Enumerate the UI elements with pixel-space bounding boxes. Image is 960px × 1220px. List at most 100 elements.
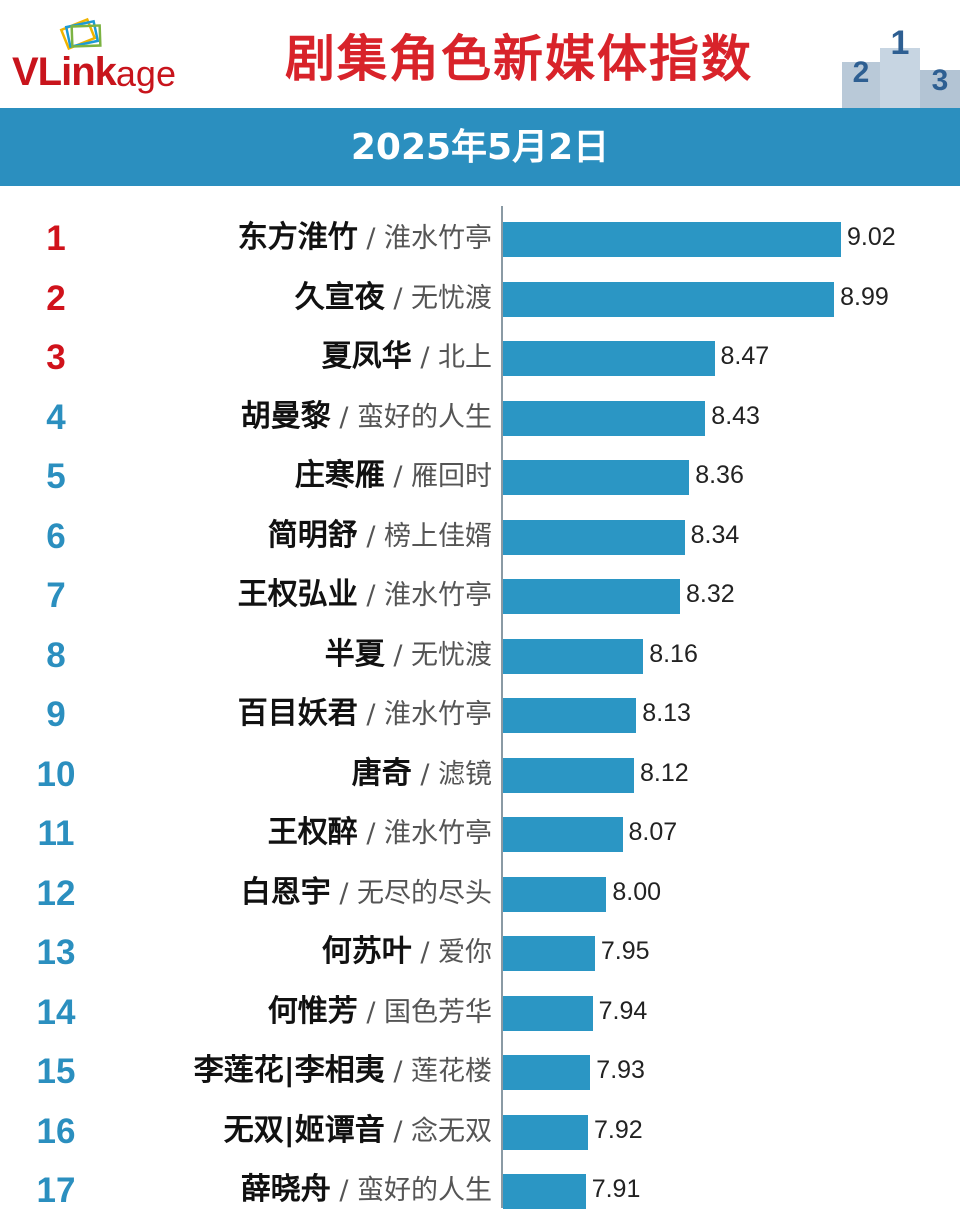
character-name: 简明舒: [267, 517, 358, 553]
rank-number: 3: [46, 338, 66, 377]
date-band: 2025年5月2日: [0, 108, 960, 186]
value-label: 7.93: [596, 1056, 645, 1084]
svg-text:2: 2: [853, 56, 870, 89]
value-label: 8.32: [686, 580, 735, 608]
show-title: 蛮好的人生: [357, 1175, 492, 1206]
chart-row: 12 白恩宇 / 无尽的尽头 8.00: [0, 864, 960, 923]
category-label: 夏凤华 / 北上: [322, 342, 492, 372]
rank-number: 17: [36, 1171, 76, 1210]
category-label: 何苏叶 / 爱你: [322, 937, 492, 967]
svg-text:3: 3: [932, 64, 949, 97]
category-label: 何惟芳 / 国色芳华: [267, 993, 492, 1029]
label-separator: /: [411, 937, 438, 968]
bar: [503, 460, 690, 495]
logo-text-tail: age: [115, 53, 176, 94]
bar: [503, 876, 607, 912]
label-separator: /: [411, 758, 438, 790]
category-label: 王权醉 / 淮水竹亭: [268, 818, 492, 848]
category-label: 百目妖君 / 淮水竹亭: [238, 699, 492, 729]
logo-text-main: VLink: [12, 50, 117, 94]
rank-number: 5: [46, 457, 66, 496]
value-label: 7.94: [598, 996, 648, 1025]
category-label: 白恩宇 / 无尽的尽头: [241, 877, 492, 909]
bar: [503, 817, 623, 852]
character-name: 薛晓舟: [240, 1172, 331, 1207]
label-separator: /: [357, 520, 384, 552]
header: VLink age 剧集角色新媒体指数 2 1 3: [0, 0, 960, 108]
character-name: 东方淮竹: [237, 220, 358, 255]
chart-row: 15 李莲花|李相夷 / 莲花楼 7.93: [0, 1042, 960, 1101]
chart-row: 1 东方淮竹 / 淮水竹亭 9.02: [0, 209, 960, 268]
value-label: 7.91: [591, 1175, 641, 1203]
chart-row: 10 唐奇 / 滤镜 8.12: [0, 745, 960, 804]
category-label: 无双|姬谭音 / 念无双: [224, 1115, 492, 1147]
chart-row: 13 何苏叶 / 爱你 7.95: [0, 923, 960, 982]
bar: [503, 281, 835, 317]
label-separator: /: [330, 1175, 357, 1206]
value-label: 8.07: [628, 818, 678, 846]
bar: [503, 222, 841, 257]
show-title: 国色芳华: [384, 996, 492, 1028]
label-separator: /: [384, 461, 411, 492]
value-label: 8.47: [720, 342, 770, 370]
character-name: 王权醉: [267, 815, 358, 850]
bar: [503, 519, 685, 555]
rank-number: 14: [36, 992, 76, 1032]
character-name: 何苏叶: [321, 934, 412, 969]
value-label: 8.36: [695, 461, 744, 489]
label-separator: /: [384, 639, 411, 671]
rank-number: 10: [36, 754, 76, 794]
bar: [503, 1055, 591, 1090]
chart-row: 3 夏凤华 / 北上 8.47: [0, 328, 960, 387]
label-separator: /: [411, 342, 438, 373]
chart-row: 5 庄寒雁 / 雁回时 8.36: [0, 447, 960, 506]
rank-number: 9: [46, 695, 66, 734]
label-separator: /: [357, 996, 384, 1028]
show-title: 滤镜: [438, 758, 492, 790]
bar: [503, 579, 680, 614]
category-label: 薛晓舟 / 蛮好的人生: [241, 1175, 492, 1205]
rank-number: 4: [46, 397, 66, 437]
value-label: 8.34: [690, 520, 740, 549]
category-label: 李莲花|李相夷 / 莲花楼: [194, 1056, 492, 1086]
podium-icon: 2 1 3: [836, 18, 960, 108]
show-title: 雁回时: [411, 461, 492, 492]
show-title: 无尽的尽头: [357, 877, 492, 909]
chart-row: 2 久宣夜 / 无忧渡 8.99: [0, 269, 960, 328]
label-separator: /: [330, 401, 357, 433]
label-separator: /: [357, 223, 384, 254]
svg-text:1: 1: [891, 24, 910, 62]
rank-number: 8: [46, 635, 66, 675]
rank-number: 12: [36, 873, 76, 913]
show-title: 无忧渡: [411, 282, 492, 314]
value-label: 8.99: [840, 282, 889, 311]
show-title: 爱你: [438, 937, 492, 968]
show-title: 榜上佳婿: [384, 520, 492, 552]
chart-axis-line: [501, 206, 503, 1208]
chart-row: 17 薛晓舟 / 蛮好的人生 7.91: [0, 1161, 960, 1220]
label-separator: /: [357, 699, 384, 730]
value-label: 9.02: [847, 223, 896, 251]
label-separator: /: [384, 1115, 411, 1147]
character-name: 半夏: [324, 636, 385, 672]
bar: [503, 341, 715, 376]
category-label: 庄寒雁 / 雁回时: [295, 461, 492, 491]
character-name: 何惟芳: [267, 993, 358, 1029]
vlinkage-logo: VLink age: [12, 42, 176, 92]
character-name: 庄寒雁: [294, 458, 385, 493]
chart-date: 2025年5月2日: [350, 127, 610, 168]
category-label: 东方淮竹 / 淮水竹亭: [238, 223, 492, 253]
show-title: 淮水竹亭: [384, 699, 492, 730]
chart-row: 7 王权弘业 / 淮水竹亭 8.32: [0, 566, 960, 625]
value-label: 8.00: [612, 877, 662, 906]
bar: [503, 995, 593, 1031]
page-title: 剧集角色新媒体指数: [285, 30, 753, 88]
bar: [503, 638, 644, 674]
chart-row: 8 半夏 / 无忧渡 8.16: [0, 626, 960, 685]
label-separator: /: [357, 580, 384, 611]
rank-number: 2: [46, 278, 66, 318]
rank-number: 7: [46, 576, 66, 615]
chart-row: 16 无双|姬谭音 / 念无双 7.92: [0, 1102, 960, 1161]
logo-cards-icon: [59, 17, 102, 51]
category-label: 唐奇 / 滤镜: [352, 758, 492, 790]
